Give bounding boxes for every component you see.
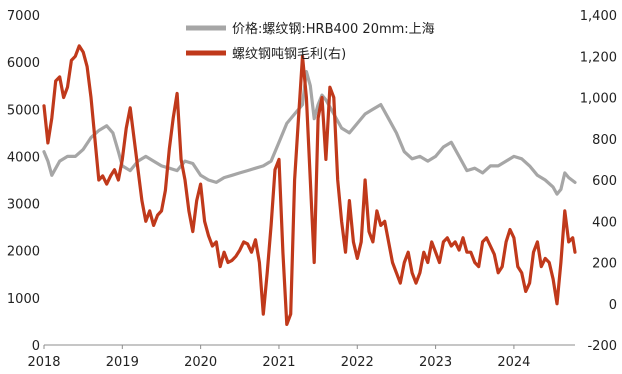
y-left-tick-label: 3000 xyxy=(7,198,40,213)
series-line-margin xyxy=(42,44,577,326)
y-right-tick-label: 1,200 xyxy=(580,50,617,65)
right-axis-ticks: -200 0 200 400 600 800 1,000 1,200 1,400 xyxy=(580,9,617,354)
legend: 价格:螺纹钢:HRB400 20mm:上海 螺纹钢吨钢毛利(右) xyxy=(186,21,435,62)
x-tick-label: 2021 xyxy=(262,355,295,370)
y-left-tick-label: 6000 xyxy=(7,56,40,71)
y-right-tick-label: 800 xyxy=(592,133,617,148)
y-left-tick-label: 7000 xyxy=(7,9,40,24)
y-left-tick-label: 4000 xyxy=(7,150,40,165)
series-layer xyxy=(42,44,577,326)
x-tick-label: 2020 xyxy=(184,355,217,370)
y-right-tick-label: 1,400 xyxy=(580,9,617,24)
x-tick-label: 2018 xyxy=(27,355,60,370)
legend-label-margin: 螺纹钢吨钢毛利(右) xyxy=(232,47,346,62)
x-axis-ticks: 2018 2019 2020 2021 2022 2023 2024 xyxy=(27,345,530,370)
y-right-tick-label: 400 xyxy=(592,215,617,230)
y-right-tick-label: -200 xyxy=(587,339,617,354)
y-left-tick-label: 5000 xyxy=(7,103,40,118)
y-right-tick-label: 1,000 xyxy=(580,92,617,107)
legend-label-price: 价格:螺纹钢:HRB400 20mm:上海 xyxy=(232,21,435,37)
y-left-tick-label: 0 xyxy=(32,339,40,354)
y-left-tick-label: 2000 xyxy=(7,245,40,260)
x-tick-label: 2023 xyxy=(419,355,452,370)
series-line-price xyxy=(42,70,577,196)
y-right-tick-label: 200 xyxy=(592,257,617,272)
x-tick-label: 2024 xyxy=(497,355,530,370)
x-tick-label: 2019 xyxy=(106,355,139,370)
y-left-tick-label: 1000 xyxy=(7,292,40,307)
y-right-tick-label: 600 xyxy=(592,174,617,189)
left-axis-ticks: 0 1000 2000 3000 4000 5000 6000 7000 xyxy=(7,9,40,354)
x-tick-label: 2022 xyxy=(341,355,374,370)
y-right-tick-label: 0 xyxy=(609,298,617,313)
